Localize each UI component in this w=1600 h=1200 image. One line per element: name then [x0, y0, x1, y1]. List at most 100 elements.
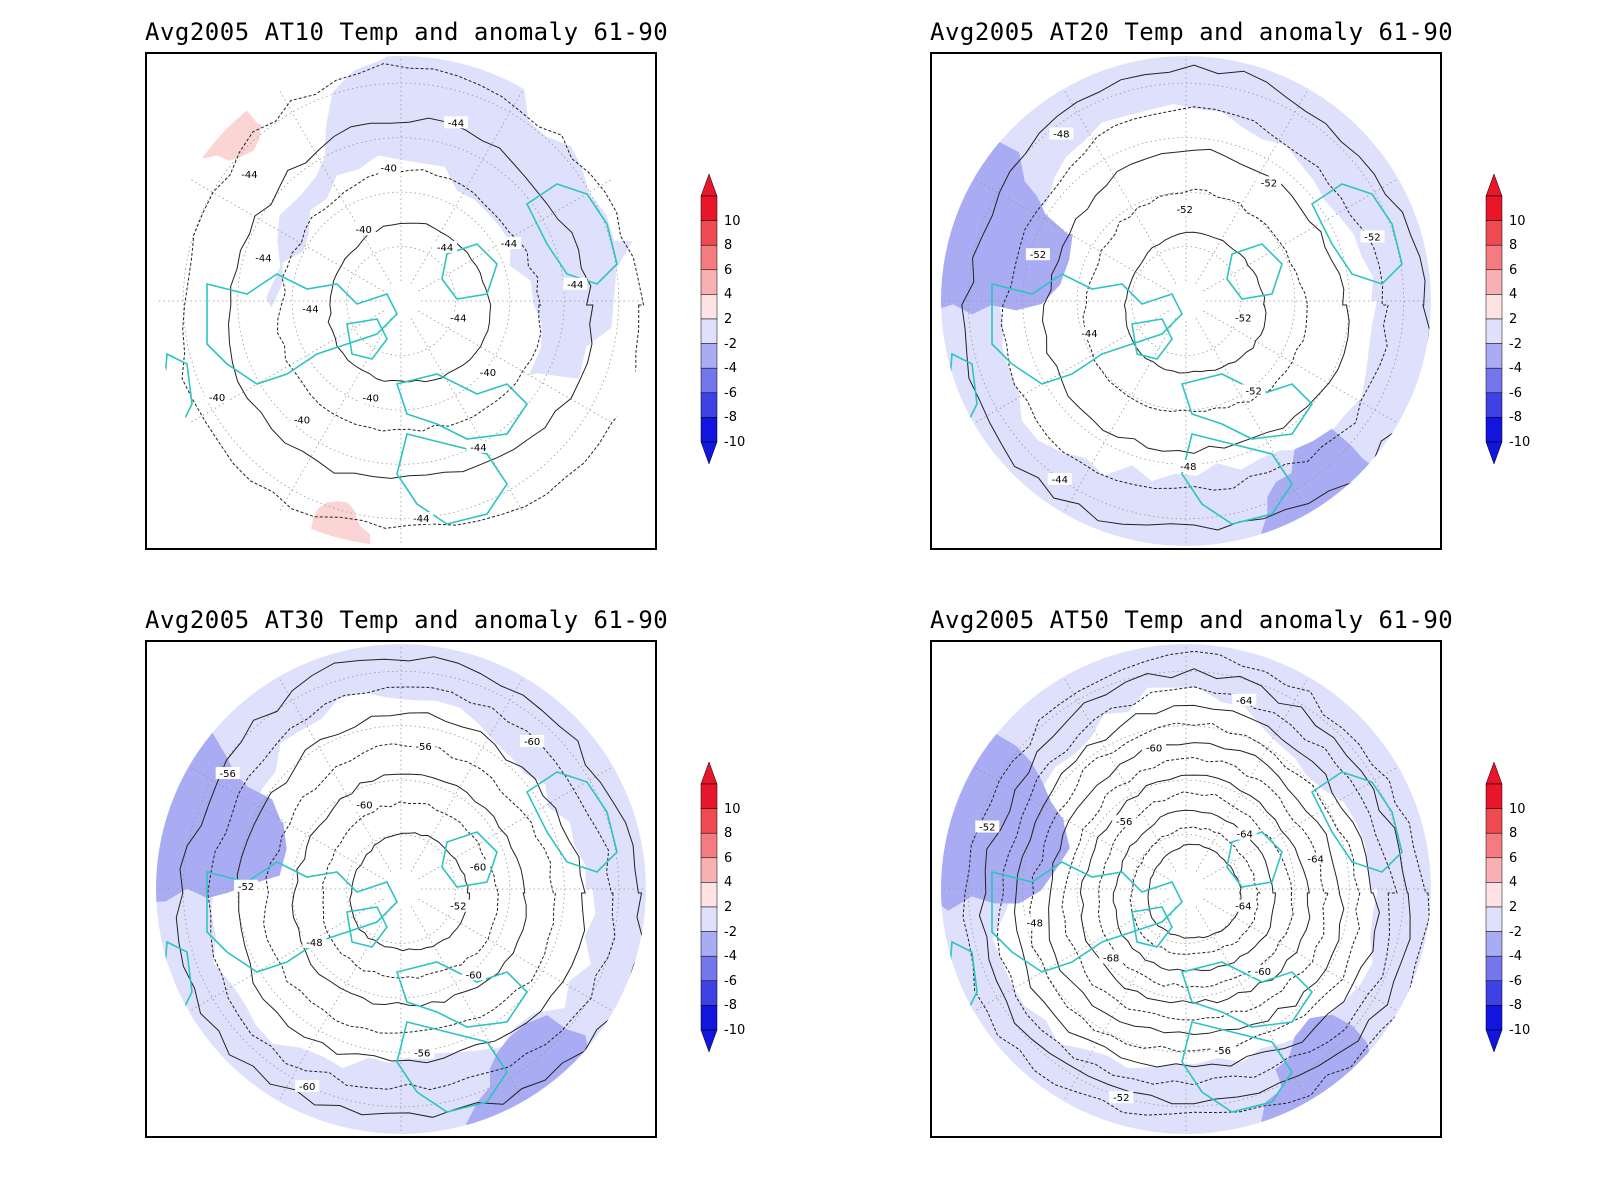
- colorbar-graphic: [700, 761, 718, 1053]
- colorbar-arrow-top: [700, 761, 718, 785]
- map-frame: -44 -40 -44 -44 -40 -40 -40 -44 -44 -44 -40 -40 -44 -…: [145, 52, 657, 550]
- graticule-meridian: [1063, 88, 1177, 284]
- contour-label-bg: [446, 311, 471, 324]
- graticule-ring: [1076, 779, 1296, 999]
- temperature-contour: [1029, 722, 1361, 1052]
- colorbar-label: 10: [724, 213, 741, 229]
- colorbar-label: -8: [1509, 998, 1522, 1014]
- coastline: [206, 861, 398, 973]
- contour-label: -40: [480, 368, 496, 379]
- coastline: [1180, 961, 1314, 1028]
- temperature-contour: [1123, 231, 1267, 374]
- colorbar: 10 8 6 4 2 -2 -4 -6 -8 -10: [1485, 172, 1555, 472]
- contour-label: -52: [1113, 1093, 1129, 1104]
- contour-label: -44: [501, 239, 517, 250]
- colorbar-swatch: [700, 783, 718, 809]
- colorbar-label: 2: [1509, 900, 1518, 915]
- contour-label-bg: [563, 277, 588, 290]
- coastline: [396, 433, 508, 525]
- colorbar-swatch: [1485, 832, 1503, 859]
- coastline: [1181, 1021, 1293, 1113]
- colorbar-label: -2: [1509, 924, 1522, 940]
- colorbar-label: -10: [724, 435, 746, 450]
- contour-label: -60: [1255, 967, 1271, 978]
- colorbar-swatch: [700, 220, 718, 246]
- colorbar-swatch: [700, 1005, 718, 1031]
- contour-label-bg: [1099, 951, 1124, 964]
- coastline: [1226, 831, 1283, 888]
- contour-label-bg: [358, 391, 383, 404]
- map-frame: -64 -60 -56 -52 -68 -48 -52 -56 -60 -64 -64 -64: [930, 640, 1442, 1138]
- colorbar-label: -8: [724, 410, 737, 426]
- contour-label-bg: [410, 1046, 435, 1059]
- graticule-meridian: [410, 88, 524, 284]
- contour-label: -48: [1027, 918, 1043, 929]
- colorbar-label: -6: [724, 385, 737, 401]
- anomaly-fill: [992, 687, 1378, 1069]
- contour-label: -56: [1116, 817, 1132, 828]
- contour-label-bg: [466, 440, 491, 453]
- contour-label: -60: [1146, 744, 1162, 755]
- colorbar-swatch: [1485, 343, 1503, 369]
- colorbar-swatch: [1485, 808, 1503, 834]
- temperature-contour: [349, 832, 471, 952]
- polar-map: -52 -52 -48 -44 -44 -52 -48 -52 -52 -52: [941, 56, 1431, 546]
- colorbar-label: 6: [1509, 850, 1518, 866]
- colorbar-swatch: [1485, 931, 1503, 957]
- temperature-contour: [996, 686, 1398, 1086]
- coastline: [346, 318, 388, 360]
- map-panel-at20: Avg2005 AT20 Temp and anomaly 61-90 -52 -…: [785, 0, 1545, 580]
- contour-label: -40: [294, 415, 310, 426]
- contour-label-bg: [215, 767, 240, 780]
- colorbar-arrow-bottom: [1485, 441, 1503, 465]
- colorbar-swatch: [1485, 195, 1503, 221]
- colorbar-swatch: [1485, 857, 1503, 883]
- temperature-contour: [1061, 756, 1329, 1021]
- contour-label: -52: [1364, 232, 1380, 243]
- coastline: [441, 243, 498, 300]
- contour-label-bg: [520, 734, 545, 747]
- colorbar-swatch: [700, 195, 718, 221]
- graticule-meridian: [278, 318, 392, 514]
- contour-label-bg: [1047, 472, 1072, 485]
- colorbar-swatch: [1485, 269, 1503, 295]
- polar-map: -44 -40 -44 -44 -40 -40 -40 -44 -44 -44 -40 -40 -44 -…: [156, 56, 646, 546]
- temperature-contour: [227, 117, 594, 479]
- contour-label: -68: [1103, 953, 1119, 964]
- coastline: [1180, 373, 1314, 440]
- map-frame: -52 -52 -48 -44 -44 -52 -48 -52 -52 -52: [930, 52, 1442, 550]
- colorbar-swatch: [700, 417, 718, 443]
- panel-title: Avg2005 AT20 Temp and anomaly 61-90: [930, 18, 1454, 46]
- contour-label-bg: [1231, 899, 1256, 912]
- temperature-contour: [327, 222, 492, 383]
- graticule-meridian: [278, 88, 392, 284]
- colorbar-graphic: [700, 173, 718, 465]
- colorbar-swatch: [700, 857, 718, 883]
- contour-label-bg: [1049, 127, 1074, 140]
- graticule-meridian: [1063, 318, 1177, 514]
- temperature-contour: [1013, 704, 1380, 1068]
- colorbar-swatch: [1485, 980, 1503, 1006]
- graticule-meridian: [418, 898, 614, 1012]
- contour-label-bg: [1025, 248, 1050, 261]
- contour-label-bg: [1142, 741, 1167, 754]
- colorbar-label: 6: [724, 262, 733, 278]
- contour-label: -44: [450, 314, 466, 325]
- colorbar-label: 2: [724, 312, 733, 327]
- map-panel-at10: Avg2005 AT10 Temp and anomaly 61-90 -44-…: [0, 0, 760, 580]
- contour-label: -40: [363, 393, 379, 404]
- contour-label: -56: [1215, 1046, 1231, 1057]
- graticule-meridian: [1195, 906, 1309, 1102]
- contour-label-bg: [1077, 326, 1102, 339]
- temperature-contour: [322, 801, 499, 979]
- contour-label: -48: [1053, 129, 1069, 140]
- contour-label-bg: [1232, 827, 1257, 840]
- colorbar-label: 8: [724, 238, 733, 254]
- colorbar-label: -6: [1509, 973, 1522, 989]
- colorbar-label: -4: [724, 949, 737, 965]
- contour-label: -56: [415, 742, 431, 753]
- contour-label-bg: [1256, 176, 1281, 189]
- contour-label-bg: [351, 223, 376, 236]
- anomaly-fill: [307, 501, 371, 546]
- anomaly-fill: [177, 81, 262, 161]
